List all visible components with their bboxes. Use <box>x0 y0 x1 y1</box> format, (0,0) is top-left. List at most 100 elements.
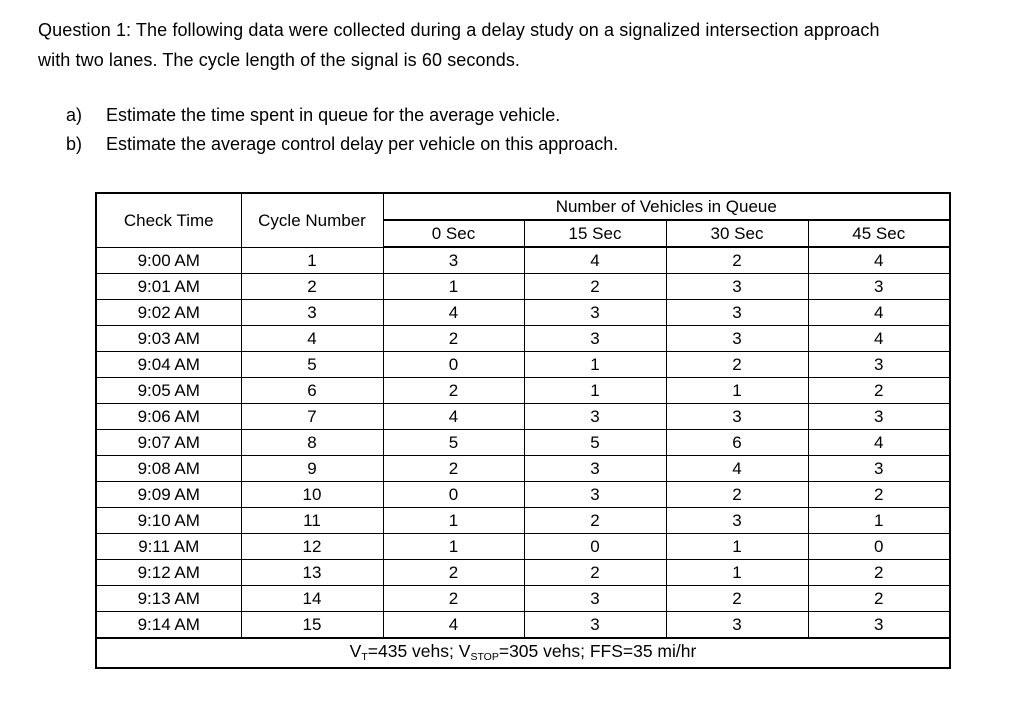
cell-check-time: 9:12 AM <box>95 559 242 586</box>
cell-queue-45s: 2 <box>807 481 951 508</box>
cell-cycle-number: 5 <box>240 351 384 378</box>
vt-symbol: V <box>349 641 362 661</box>
cell-check-time: 9:14 AM <box>95 611 242 639</box>
delay-study-table: Check Time Cycle Number Number of Vehicl… <box>95 192 951 669</box>
cell-queue-15s: 3 <box>523 585 667 612</box>
cell-queue-30s: 1 <box>665 533 809 560</box>
cell-queue-45s: 4 <box>807 246 951 274</box>
cell-queue-15s: 2 <box>523 559 667 586</box>
cell-queue-15s: 1 <box>523 377 667 404</box>
cell-check-time: 9:13 AM <box>95 585 242 612</box>
vt-value: =435 vehs; V <box>367 641 471 661</box>
cell-cycle-number: 2 <box>240 273 384 300</box>
cell-check-time: 9:03 AM <box>95 325 242 352</box>
cell-queue-45s: 3 <box>807 455 951 482</box>
cell-queue-0s: 1 <box>382 533 525 560</box>
subquestion-text: Estimate the time spent in queue for the… <box>106 105 561 125</box>
cell-queue-45s: 2 <box>807 377 951 404</box>
vt-subscript: T <box>361 651 368 663</box>
table-row: 9:00 AM 1 3 4 2 4 <box>95 246 951 274</box>
cell-cycle-number: 6 <box>240 377 384 404</box>
subquestion-a: a) Estimate the time spent in queue for … <box>66 101 986 130</box>
cell-queue-0s: 0 <box>382 481 525 508</box>
cell-queue-15s: 3 <box>523 299 667 326</box>
table-row: 9:08 AM 9 2 3 4 3 <box>95 455 951 482</box>
cell-queue-30s: 6 <box>665 429 809 456</box>
cell-queue-30s: 2 <box>665 481 809 508</box>
col-header-15sec: 15 Sec <box>523 219 667 248</box>
cell-queue-0s: 3 <box>382 246 525 274</box>
cell-cycle-number: 14 <box>240 585 384 612</box>
table-row: 9:14 AM 15 4 3 3 3 <box>95 611 951 639</box>
cell-queue-45s: 4 <box>807 299 951 326</box>
col-header-queue-group: Number of Vehicles in Queue <box>382 192 951 221</box>
table-row: 9:11 AM 12 1 0 1 0 <box>95 533 951 560</box>
cell-check-time: 9:00 AM <box>95 246 242 274</box>
cell-queue-0s: 2 <box>382 585 525 612</box>
cell-cycle-number: 1 <box>240 246 384 274</box>
cell-queue-45s: 3 <box>807 403 951 430</box>
table-row: 9:10 AM 11 1 2 3 1 <box>95 507 951 534</box>
cell-queue-30s: 2 <box>665 351 809 378</box>
cell-queue-30s: 4 <box>665 455 809 482</box>
cell-queue-0s: 5 <box>382 429 525 456</box>
cell-cycle-number: 10 <box>240 481 384 508</box>
cell-queue-45s: 2 <box>807 585 951 612</box>
cell-check-time: 9:07 AM <box>95 429 242 456</box>
cell-queue-15s: 3 <box>523 403 667 430</box>
table-header-row-intervals: 0 Sec 15 Sec 30 Sec 45 Sec <box>96 219 951 248</box>
cell-queue-45s: 0 <box>807 533 951 560</box>
question-line: Question 1: The following data were coll… <box>38 20 880 40</box>
cell-cycle-number: 7 <box>240 403 384 430</box>
cell-queue-30s: 1 <box>665 377 809 404</box>
col-header-cycle-number: Cycle Number <box>240 192 384 248</box>
table-row: 9:03 AM 4 2 3 3 4 <box>95 325 951 352</box>
cell-queue-45s: 3 <box>807 611 951 639</box>
cell-cycle-number: 11 <box>240 507 384 534</box>
cell-queue-45s: 4 <box>807 325 951 352</box>
cell-queue-30s: 3 <box>665 325 809 352</box>
cell-queue-0s: 4 <box>382 403 525 430</box>
question-text: Question 1: The following data were coll… <box>38 15 986 75</box>
cell-check-time: 9:09 AM <box>95 481 242 508</box>
cell-queue-0s: 2 <box>382 559 525 586</box>
subquestion-label: a) <box>66 105 83 125</box>
cell-queue-0s: 1 <box>382 273 525 300</box>
cell-queue-15s: 1 <box>523 351 667 378</box>
col-header-45sec: 45 Sec <box>807 219 951 248</box>
cell-queue-0s: 4 <box>382 611 525 639</box>
cell-check-time: 9:01 AM <box>95 273 242 300</box>
cell-check-time: 9:05 AM <box>95 377 242 404</box>
table-row: 9:06 AM 7 4 3 3 3 <box>95 403 951 430</box>
table-row: 9:13 AM 14 2 3 2 2 <box>95 585 951 612</box>
cell-queue-15s: 3 <box>523 611 667 639</box>
cell-queue-30s: 3 <box>665 299 809 326</box>
cell-cycle-number: 13 <box>240 559 384 586</box>
cell-queue-15s: 3 <box>523 481 667 508</box>
cell-cycle-number: 12 <box>240 533 384 560</box>
cell-queue-15s: 5 <box>523 429 667 456</box>
cell-check-time: 9:04 AM <box>95 351 242 378</box>
cell-queue-0s: 2 <box>382 377 525 404</box>
subquestion-list: a) Estimate the time spent in queue for … <box>66 101 986 159</box>
table-row: 9:09 AM 10 0 3 2 2 <box>95 481 951 508</box>
table-header-row-group: Check Time Cycle Number Number of Vehicl… <box>95 192 951 248</box>
cell-queue-30s: 3 <box>665 611 809 639</box>
cell-queue-45s: 4 <box>807 429 951 456</box>
cell-queue-15s: 0 <box>523 533 667 560</box>
cell-queue-30s: 2 <box>665 585 809 612</box>
cell-check-time: 9:06 AM <box>95 403 242 430</box>
cell-queue-0s: 2 <box>382 455 525 482</box>
vstop-ffs-value: =305 vehs; FFS=35 mi/hr <box>498 641 697 661</box>
table-row: 9:05 AM 6 2 1 1 2 <box>95 377 951 404</box>
cell-check-time: 9:08 AM <box>95 455 242 482</box>
cell-check-time: 9:10 AM <box>95 507 242 534</box>
cell-queue-15s: 2 <box>523 273 667 300</box>
question-line: with two lanes. The cycle length of the … <box>38 50 521 70</box>
cell-queue-0s: 1 <box>382 507 525 534</box>
cell-queue-0s: 0 <box>382 351 525 378</box>
cell-queue-45s: 3 <box>807 273 951 300</box>
table-row: 9:04 AM 5 0 1 2 3 <box>95 351 951 378</box>
vstop-subscript: STOP <box>470 651 499 663</box>
